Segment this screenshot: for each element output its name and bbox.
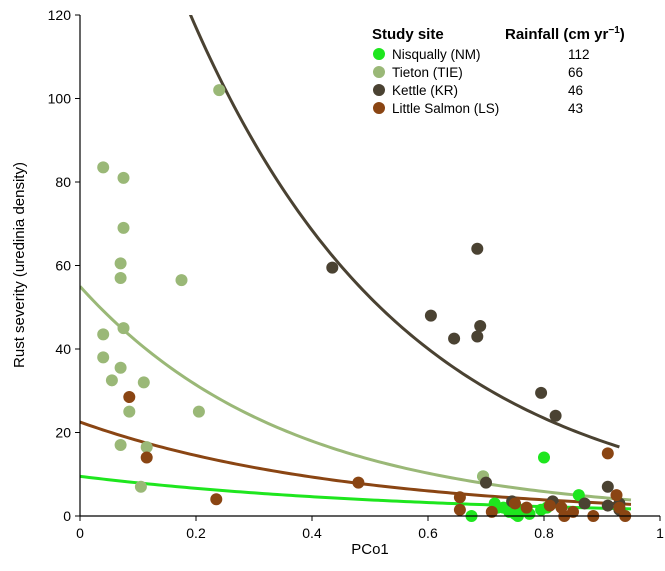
x-tick-label: 1 [656,525,664,541]
data-point [572,489,585,502]
data-point [123,405,136,418]
data-point [424,309,437,322]
y-tick-label: 0 [63,508,71,524]
legend: Study site Rainfall (cm yr−1) Nisqually … [372,25,625,116]
data-point [601,499,614,512]
legend-rainfall-value: 43 [568,101,583,116]
data-point [117,322,130,335]
data-point [453,503,466,516]
data-point [134,480,147,493]
data-point [480,476,492,489]
data-point [538,451,550,464]
data-point [474,320,487,333]
data-point [97,351,110,364]
legend-rainfall-value: 112 [568,47,590,62]
data-point [140,451,153,464]
x-tick-label: 0.4 [302,525,322,541]
data-point [352,476,365,489]
y-tick-label: 80 [55,174,71,190]
ticks: 0 0.2 0.4 0.6 0.8 1 0 20 40 60 80 100 120 [48,7,664,541]
legend-series-name: Nisqually (NM) [392,47,481,62]
data-point [97,161,110,174]
y-tick-label: 100 [48,91,72,107]
data-point [485,505,498,518]
data-point [549,409,562,422]
legend-header-site: Study site [372,26,444,43]
y-tick-label: 120 [48,7,72,23]
data-point [601,447,614,460]
data-point [117,171,130,184]
data-point [610,489,623,502]
y-tick-label: 40 [55,341,71,357]
legend-series-name: Tieton (TIE) [392,65,463,80]
data-point [543,499,556,512]
data-point [471,330,484,343]
y-tick-label: 60 [55,258,71,274]
data-point [117,221,130,234]
data-point [137,376,150,389]
x-tick-label: 0.8 [534,525,554,541]
data-point [210,493,223,506]
data-point [114,272,127,285]
legend-marker [373,102,385,114]
data-point [175,274,188,287]
legend-rainfall-value: 46 [568,83,583,98]
data-point [453,491,466,504]
x-tick-label: 0.6 [418,525,438,541]
x-axis-label: PCo1 [351,541,389,558]
data-point [520,501,533,514]
data-point [509,497,521,510]
legend-marker [373,66,385,78]
legend-marker [373,84,385,96]
legend-rainfall-value: 66 [568,65,583,80]
data-point [114,439,127,452]
data-point [601,480,614,493]
data-point [535,386,548,399]
data-point [140,441,153,454]
data-point [213,84,226,97]
data-point [114,361,127,374]
data-point [471,242,484,255]
fit-curve [80,285,632,502]
y-tick-label: 20 [55,425,71,441]
y-axis-label: Rust severity (uredinia density) [11,162,28,368]
legend-series-name: Kettle (KR) [392,83,458,98]
data-point [123,391,136,404]
legend-header-rainfall: Rainfall (cm yr−1) [505,25,625,43]
data-point [97,328,110,341]
data-point [567,505,579,518]
data-point [192,405,205,418]
legend-series-name: Little Salmon (LS) [392,101,499,116]
data-points [97,84,632,522]
data-point [326,261,339,274]
data-point [448,332,461,345]
fit-curves [80,15,632,511]
data-point [105,374,118,387]
data-point [114,257,127,270]
fit-curve [188,15,620,449]
x-tick-label: 0.2 [186,525,206,541]
legend-items: Nisqually (NM) 112 Tieton (TIE) 66 Kettle (K… [373,47,590,116]
x-tick-label: 0 [76,525,84,541]
data-point [613,501,626,514]
legend-header-rainfall-sup: −1 [608,25,620,36]
legend-marker [373,48,385,60]
data-point [578,497,591,510]
